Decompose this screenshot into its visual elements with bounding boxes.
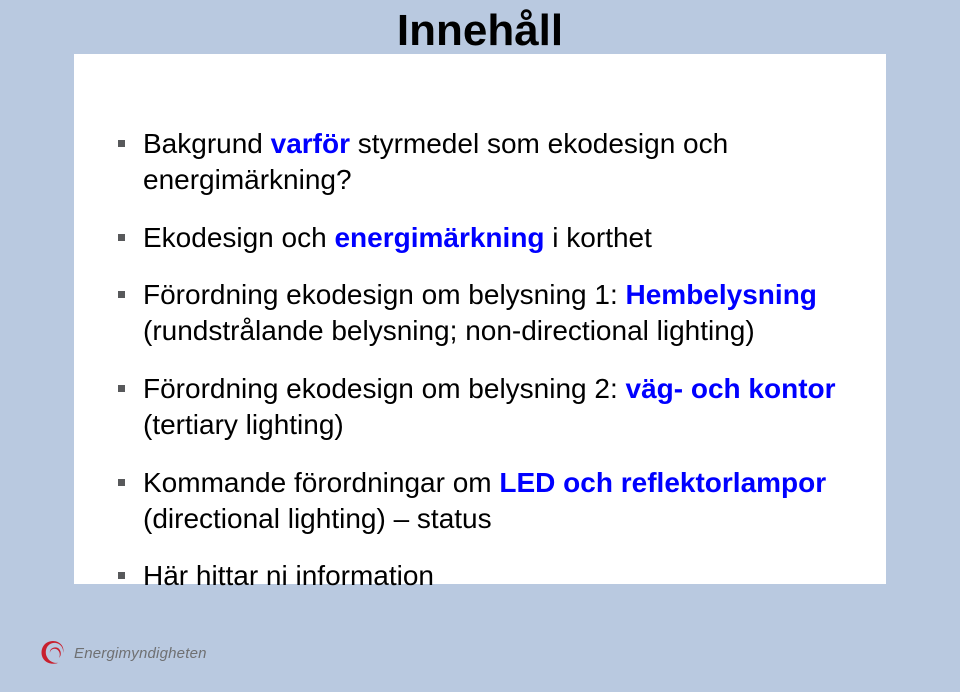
logo: Energimyndigheten <box>38 638 207 668</box>
bullet-highlight: Hembelysning <box>626 279 817 310</box>
bullet-highlight: LED och reflektorlampor <box>499 467 826 498</box>
bullet-pre: Bakgrund <box>143 128 271 159</box>
bullet-post: (rundstrålande belysning; non-directiona… <box>143 315 755 346</box>
bullet-text: Kommande förordningar om LED och reflekt… <box>143 465 842 537</box>
content-box: Bakgrund varför styrmedel som ekodesign … <box>74 54 886 584</box>
bullet-dot-icon <box>118 385 125 392</box>
bullet-text: Förordning ekodesign om belysning 1: Hem… <box>143 277 842 349</box>
bullet-dot-icon <box>118 291 125 298</box>
bullet-list: Bakgrund varför styrmedel som ekodesign … <box>118 126 842 594</box>
bullet-highlight: väg- och kontor <box>626 373 836 404</box>
bullet-item: Förordning ekodesign om belysning 1: Hem… <box>118 277 842 349</box>
bullet-text: Ekodesign och energimärkning i korthet <box>143 220 842 256</box>
bullet-post: i korthet <box>545 222 652 253</box>
bullet-pre: Ekodesign och <box>143 222 334 253</box>
bullet-dot-icon <box>118 140 125 147</box>
bullet-item: Bakgrund varför styrmedel som ekodesign … <box>118 126 842 198</box>
bullet-post: (tertiary lighting) <box>143 409 344 440</box>
bullet-pre: Kommande förordningar om <box>143 467 499 498</box>
bullet-highlight: energimärkning <box>334 222 544 253</box>
bullet-dot-icon <box>118 234 125 241</box>
logo-swirl-icon <box>38 638 68 668</box>
bullet-dot-icon <box>118 572 125 579</box>
logo-text: Energimyndigheten <box>74 645 207 662</box>
bullet-highlight: varför <box>271 128 350 159</box>
bullet-text: Bakgrund varför styrmedel som ekodesign … <box>143 126 842 198</box>
slide: Innehåll Bakgrund varför styrmedel som e… <box>0 0 960 692</box>
slide-title: Innehåll <box>0 6 960 56</box>
bullet-item: Kommande förordningar om LED och reflekt… <box>118 465 842 537</box>
bullet-text: Förordning ekodesign om belysning 2: väg… <box>143 371 842 443</box>
bullet-dot-icon <box>118 479 125 486</box>
bullet-item: Ekodesign och energimärkning i korthet <box>118 220 842 256</box>
bullet-text: Här hittar ni information <box>143 558 842 594</box>
bullet-pre: Här hittar ni information <box>143 560 434 591</box>
bullet-item: Här hittar ni information <box>118 558 842 594</box>
bullet-pre: Förordning ekodesign om belysning 2: <box>143 373 626 404</box>
bullet-pre: Förordning ekodesign om belysning 1: <box>143 279 626 310</box>
bullet-post: (directional lighting) – status <box>143 503 492 534</box>
bullet-item: Förordning ekodesign om belysning 2: väg… <box>118 371 842 443</box>
